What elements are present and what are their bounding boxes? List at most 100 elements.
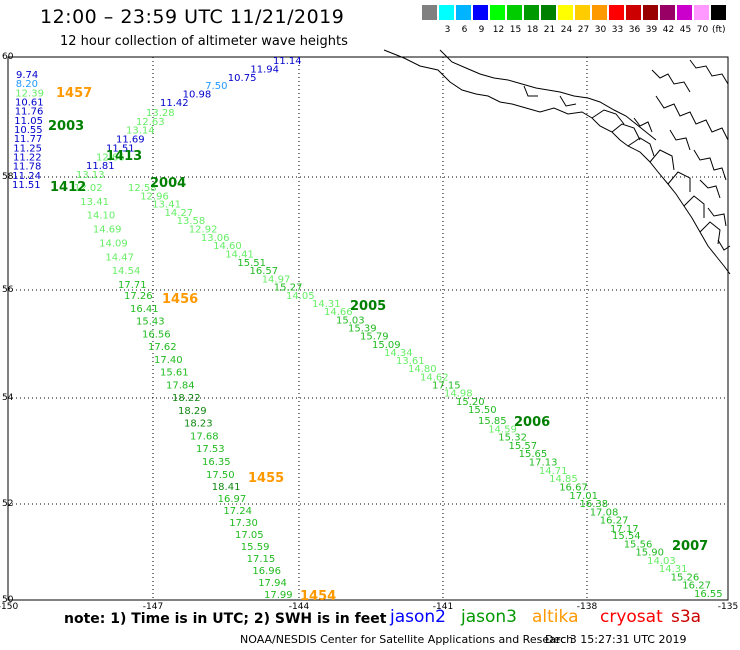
pass-time-label: 2005 — [350, 299, 386, 314]
wave-height-value: 15.20 — [456, 397, 485, 408]
wave-height-value: 11.51 — [12, 180, 41, 191]
wave-height-value: 13.61 — [396, 356, 425, 367]
footer-credit: NOAA/NESDIS Center for Satellite Applica… — [240, 633, 574, 646]
pass-time-label: 2003 — [48, 119, 84, 134]
wave-height-value: 11.42 — [160, 98, 189, 109]
wave-height-value: 14.03 — [647, 556, 676, 567]
wave-height-value: 10.61 — [15, 98, 44, 109]
pass-time-label: 2004 — [150, 176, 186, 191]
color-scale-swatch — [626, 5, 641, 20]
wave-height-value: 15.32 — [498, 433, 527, 444]
wave-height-value: 16.38 — [580, 499, 609, 510]
color-scale-label: 9 — [478, 25, 485, 35]
wave-height-value: 14.80 — [408, 364, 437, 375]
wave-height-value: 17.99 — [264, 590, 293, 601]
color-scale-swatch — [524, 5, 539, 20]
wave-height-value: 15.56 — [624, 539, 653, 550]
pass-time-label: 1413 — [106, 149, 142, 164]
wave-height-value: 11.24 — [12, 171, 41, 182]
latitude-label: 50 — [2, 595, 14, 605]
wave-height-value: 17.40 — [154, 355, 183, 366]
wave-height-value: 17.71 — [118, 280, 147, 291]
color-scale-label: 39 — [645, 25, 658, 35]
wave-height-value: 11.76 — [15, 107, 44, 118]
wave-height-value: 14.59 — [488, 424, 517, 435]
color-scale-swatch — [473, 5, 488, 20]
color-scale-label: 70 — [696, 25, 709, 35]
wave-height-value: 12.39 — [15, 88, 44, 99]
wave-height-value: 13.28 — [146, 108, 175, 119]
wave-height-value: 16.96 — [252, 566, 281, 577]
wave-height-value: 16.56 — [142, 329, 171, 340]
wave-height-value: 11.78 — [13, 162, 42, 173]
latitude-label: 52 — [2, 499, 13, 509]
wave-height-value: 12.63 — [136, 117, 165, 128]
wave-height-value: 17.24 — [223, 506, 252, 517]
wave-height-value: 17.17 — [610, 524, 639, 535]
footer-timestamp: Dec 3 15:27:31 UTC 2019 — [545, 633, 687, 646]
wave-height-value: 16.35 — [202, 457, 231, 468]
wave-height-value: 14.31 — [312, 299, 341, 310]
wave-height-value: 15.79 — [360, 332, 389, 343]
wave-height-value: 17.15 — [247, 554, 276, 565]
wave-height-value: 12.96 — [140, 191, 169, 202]
lat-lon-grid — [8, 57, 728, 600]
wave-height-value: 16.27 — [682, 581, 711, 592]
wave-height-value: 14.34 — [384, 348, 413, 359]
axis-labels: 60 58 56 54 52 50-150 -147 -144 -141 -138 -135 — [0, 52, 738, 612]
wave-height-value: 17.30 — [229, 518, 258, 529]
wave-height-value: 12.92 — [189, 225, 218, 236]
wave-height-value: 12.66 — [96, 152, 125, 163]
wave-height-value: 17.94 — [258, 578, 287, 589]
color-scale-label: 33 — [611, 25, 624, 35]
legend-cryosat: cryosat — [600, 607, 663, 627]
wave-height-value: 11.81 — [86, 161, 115, 172]
wave-height-value: 14.85 — [549, 474, 578, 485]
wave-height-value: 16.27 — [600, 516, 629, 527]
color-scale-swatch — [558, 5, 573, 20]
wave-height-value: 12.58 — [128, 183, 157, 194]
wave-height-value: 16.67 — [559, 483, 588, 494]
wave-height-value: 15.43 — [136, 317, 165, 328]
wave-height-value: 11.25 — [13, 143, 42, 154]
color-scale-swatch — [592, 5, 607, 20]
color-scale-label: 27 — [577, 25, 590, 35]
pass-time-label: 1457 — [56, 86, 92, 101]
wave-height-value: 17.01 — [569, 491, 598, 502]
wave-height-value: 15.61 — [160, 368, 189, 379]
wave-height-value: 10.55 — [14, 125, 43, 136]
wave-height-value: 15.26 — [671, 572, 700, 583]
color-scale-swatch — [422, 5, 437, 20]
wave-height-value: 14.54 — [112, 266, 141, 277]
wave-height-value: 14.27 — [165, 208, 194, 219]
color-scale-label: 30 — [594, 25, 607, 35]
pass-time-label: 1455 — [248, 471, 284, 486]
wave-height-value: 17.26 — [124, 291, 153, 302]
wave-height-value: 14.97 — [262, 274, 291, 285]
map-title: 12:00 – 23:59 UTC 11/21/2019 — [40, 6, 345, 28]
pass-time-label: 2007 — [672, 539, 708, 554]
wave-height-value: 16.97 — [218, 494, 247, 505]
color-scale-label: 18 — [526, 25, 539, 35]
wave-height-value: 11.05 — [14, 116, 43, 127]
wave-height-value: 10.75 — [228, 73, 257, 84]
wave-height-value: 13.41 — [152, 200, 181, 211]
color-scale-label: 42 — [662, 25, 675, 35]
latitude-label: 54 — [2, 393, 14, 403]
legend-altika: altika — [532, 607, 579, 627]
map-frame — [7, 56, 729, 601]
map-subtitle: 12 hour collection of altimeter wave hei… — [60, 34, 348, 49]
color-scale-swatch — [660, 5, 675, 20]
wave-height-value: 11.14 — [273, 56, 302, 67]
wave-height-value: 15.09 — [372, 340, 401, 351]
color-scale-label: 24 — [560, 25, 573, 35]
wave-height-value: 14.71 — [539, 466, 568, 477]
color-scale-swatch — [711, 5, 726, 20]
wave-height-value: 17.84 — [166, 380, 195, 391]
latitude-label: 60 — [2, 52, 14, 62]
pass-time-label: 1456 — [162, 292, 198, 307]
wave-height-value: 15.65 — [519, 449, 548, 460]
color-scale-label: 12 — [492, 25, 505, 35]
